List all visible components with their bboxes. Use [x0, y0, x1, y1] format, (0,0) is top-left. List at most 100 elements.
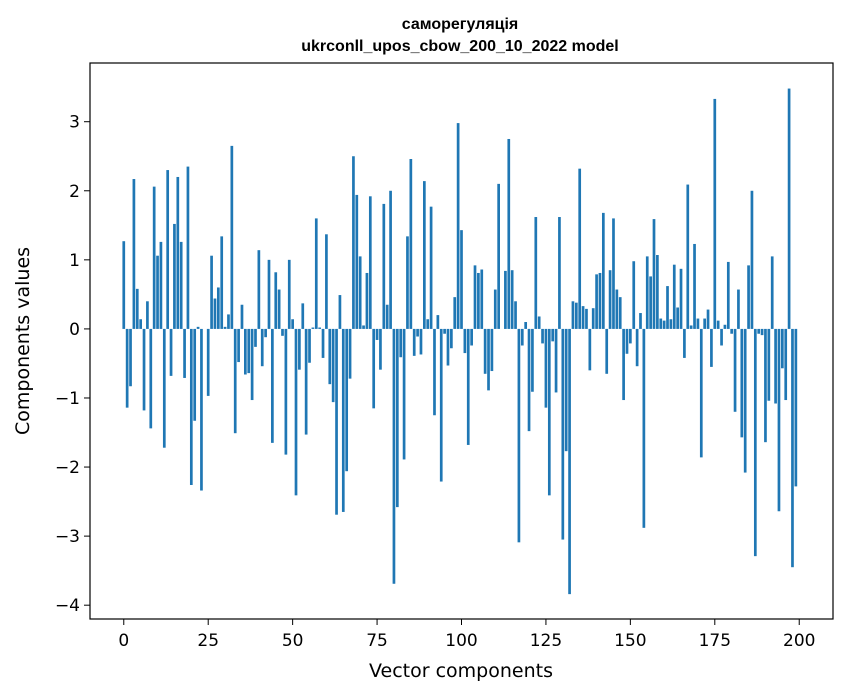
bar [595, 274, 598, 329]
bar [298, 328, 301, 370]
bar [355, 194, 359, 329]
bar [791, 328, 794, 568]
y-tick-label: 3 [69, 113, 80, 133]
bar [287, 259, 291, 329]
bar [622, 328, 625, 401]
bar [639, 313, 642, 329]
bar [787, 88, 791, 329]
bar [450, 328, 453, 349]
bar [601, 212, 605, 329]
bar [146, 301, 149, 329]
bar [696, 318, 700, 329]
bar [223, 326, 227, 329]
bar [436, 315, 440, 329]
bar [480, 269, 484, 329]
bar [365, 272, 369, 329]
bar [629, 328, 632, 344]
bar [335, 328, 338, 515]
y-axis-ticks: −4 −3 −2 −1 0 1 2 3 [55, 113, 90, 616]
bar [250, 328, 254, 401]
bar [345, 328, 349, 472]
bar [679, 268, 683, 329]
bar [220, 236, 224, 329]
bar [179, 241, 183, 329]
bar [257, 250, 261, 329]
bar [588, 328, 592, 371]
bar [314, 218, 318, 329]
bar [321, 328, 325, 358]
bar [598, 272, 602, 329]
bar [659, 318, 663, 329]
bar [642, 328, 646, 528]
bar [402, 328, 406, 460]
bar [632, 261, 636, 329]
bar [443, 328, 446, 334]
bar [672, 264, 676, 329]
bar [125, 328, 129, 408]
bar [686, 184, 690, 329]
bar [429, 206, 433, 329]
bar [737, 289, 740, 329]
bar [767, 328, 771, 401]
bar [487, 328, 490, 391]
bar [254, 328, 257, 347]
bar [439, 328, 443, 482]
bar [730, 328, 734, 334]
bar [571, 301, 575, 329]
bar [683, 328, 686, 358]
bar [541, 328, 544, 344]
bar [716, 320, 720, 329]
bar [230, 145, 234, 329]
bar [720, 328, 723, 346]
bar [703, 318, 707, 329]
bar [554, 328, 558, 393]
bar [493, 289, 497, 329]
bar [460, 230, 463, 329]
bar [152, 186, 156, 329]
bar [747, 265, 750, 329]
bar [676, 307, 679, 329]
bar [200, 328, 203, 491]
bar [456, 123, 460, 329]
bar [260, 328, 264, 367]
bar [352, 156, 355, 329]
y-tick-label: −1 [55, 389, 80, 409]
bar [507, 138, 511, 329]
bar [740, 328, 744, 438]
bar [784, 328, 788, 401]
bar [139, 319, 143, 329]
x-axis-label: Vector components [369, 660, 553, 682]
bar [419, 328, 423, 355]
bar [304, 328, 308, 435]
bar [520, 328, 524, 346]
bar [149, 328, 153, 429]
bar [517, 328, 521, 543]
bar [193, 328, 197, 421]
bar [247, 328, 251, 374]
bar [213, 298, 217, 329]
bar [166, 170, 170, 329]
bar [277, 289, 281, 329]
bar [294, 328, 298, 496]
y-tick-label: 1 [69, 251, 80, 271]
bar [669, 319, 673, 329]
bar [183, 328, 186, 378]
bar [537, 316, 541, 329]
bar [446, 328, 450, 366]
bar [710, 328, 713, 367]
bar [574, 302, 578, 329]
bar [362, 325, 365, 329]
bar [726, 261, 730, 329]
bar [227, 314, 230, 329]
bar [406, 236, 409, 329]
bar [466, 328, 470, 445]
bar [713, 98, 717, 329]
bar [385, 304, 389, 329]
bar [524, 322, 528, 329]
bar [483, 328, 487, 374]
bar [129, 328, 132, 387]
bar [490, 328, 494, 372]
x-axis-ticks: 0 25 50 75 100 125 150 175 200 [118, 619, 815, 651]
bar [777, 328, 781, 512]
bar [382, 203, 386, 329]
